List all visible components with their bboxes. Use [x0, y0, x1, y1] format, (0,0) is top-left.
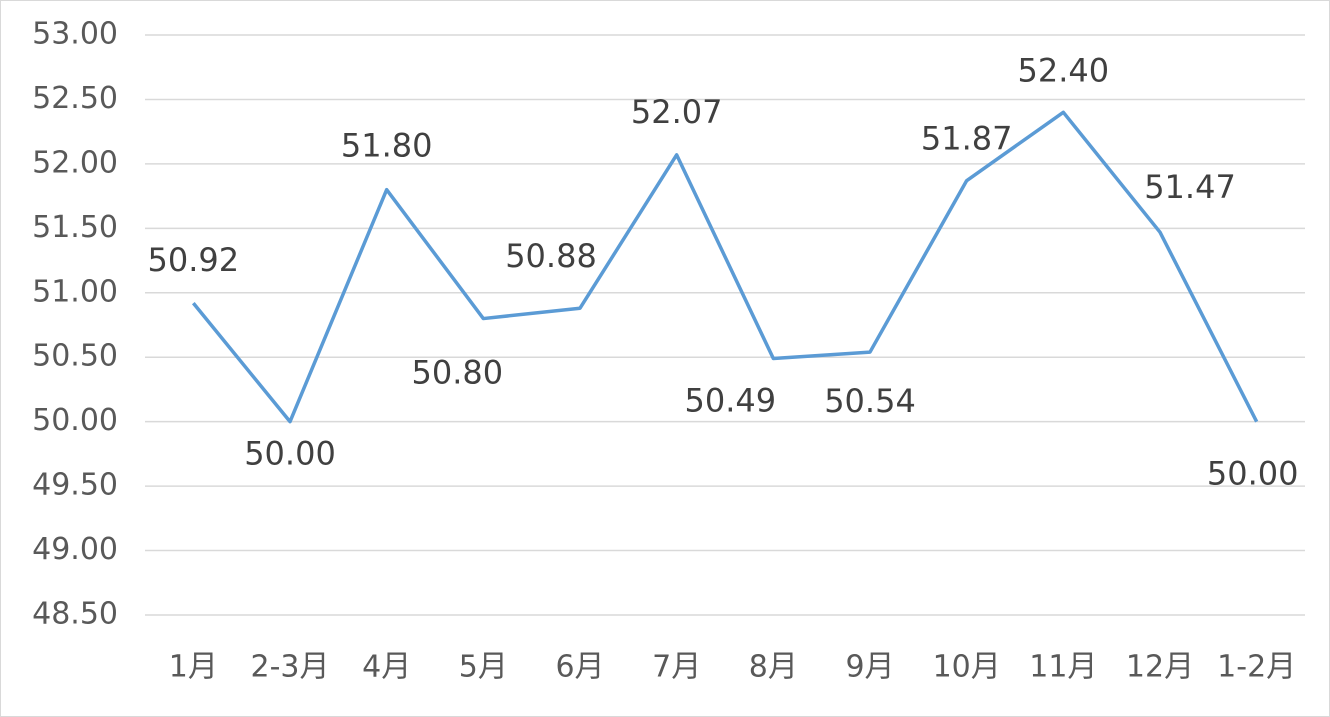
data-label: 52.07	[631, 93, 723, 131]
data-label: 50.92	[148, 241, 240, 279]
x-tick-label: 8月	[749, 650, 798, 685]
data-label: 50.00	[244, 435, 336, 473]
data-label: 52.40	[1018, 51, 1110, 89]
y-tick-label: 49.00	[32, 532, 118, 567]
data-label: 50.00	[1207, 455, 1299, 493]
x-tick-label: 1-2月	[1217, 650, 1296, 685]
y-tick-label: 51.50	[32, 210, 118, 245]
x-tick-label: 4月	[362, 650, 411, 685]
y-tick-label: 53.00	[32, 17, 118, 52]
y-tick-label: 49.50	[32, 468, 118, 503]
data-label: 50.80	[412, 354, 504, 392]
x-tick-label: 6月	[555, 650, 604, 685]
x-tick-label: 10月	[933, 650, 1001, 685]
x-tick-label: 1月	[169, 650, 218, 685]
data-label: 50.54	[824, 382, 916, 420]
y-tick-label: 50.50	[32, 339, 118, 374]
x-tick-label: 9月	[845, 650, 894, 685]
y-tick-label: 51.00	[32, 274, 118, 309]
data-label: 50.49	[685, 382, 777, 420]
y-tick-label: 50.00	[32, 403, 118, 438]
x-tick-label: 2-3月	[251, 650, 330, 685]
y-tick-label: 52.50	[32, 81, 118, 116]
data-label: 51.47	[1144, 168, 1236, 206]
x-tick-label: 5月	[459, 650, 508, 685]
data-label: 50.88	[505, 237, 597, 275]
series-line	[191, 110, 1259, 424]
y-tick-label: 48.50	[32, 597, 118, 632]
x-tick-label: 7月	[652, 650, 701, 685]
data-label: 51.87	[921, 120, 1013, 158]
data-label: 51.80	[341, 127, 433, 165]
x-tick-label: 12月	[1126, 650, 1194, 685]
x-tick-label: 11月	[1029, 650, 1097, 685]
y-tick-label: 52.00	[32, 145, 118, 180]
